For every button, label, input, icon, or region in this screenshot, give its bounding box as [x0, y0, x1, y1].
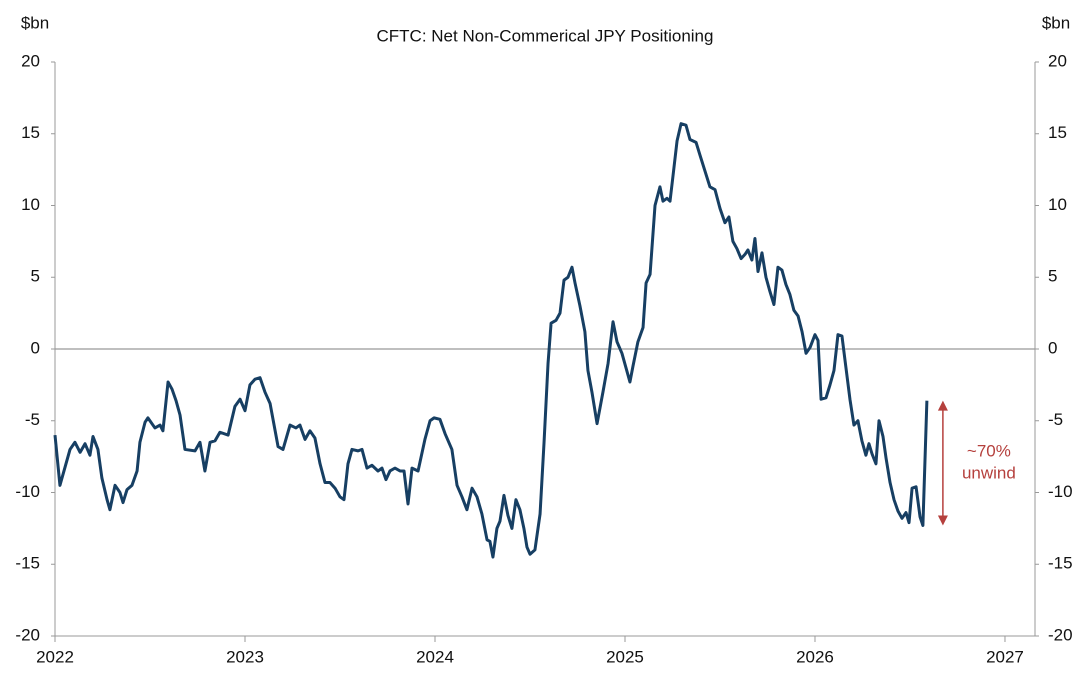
y-tick-label: 20: [21, 51, 40, 70]
x-tick-label: 2025: [606, 647, 644, 666]
y-axis-label: $bn: [21, 13, 49, 32]
y-tick-label: 10: [21, 195, 40, 214]
y2-tick-label: 0: [1048, 338, 1057, 357]
y2-tick-label: 15: [1048, 123, 1067, 142]
y2-axis-label: $bn: [1042, 13, 1070, 32]
y-tick-label: 15: [21, 123, 40, 142]
y-tick-label: -10: [15, 482, 40, 501]
y2-tick-label: 10: [1048, 195, 1067, 214]
y2-tick-label: -10: [1048, 482, 1073, 501]
y2-tick-label: -15: [1048, 554, 1073, 573]
x-tick-label: 2027: [986, 647, 1024, 666]
y-tick-label: 0: [31, 338, 40, 357]
y-tick-label: -5: [25, 410, 40, 429]
y-tick-label: -15: [15, 554, 40, 573]
y-tick-label: -20: [15, 625, 40, 644]
x-tick-label: 2022: [36, 647, 74, 666]
chart-title: CFTC: Net Non-Commerical JPY Positioning: [377, 26, 714, 45]
x-tick-label: 2024: [416, 647, 454, 666]
annotation-text: ~70%: [967, 442, 1011, 461]
annotation-text: unwind: [962, 464, 1016, 483]
y2-tick-label: 5: [1048, 267, 1057, 286]
y2-tick-label: -20: [1048, 625, 1073, 644]
annotation-arrowhead: [937, 515, 948, 526]
x-tick-label: 2026: [796, 647, 834, 666]
y-tick-label: 5: [31, 267, 40, 286]
y2-tick-label: -5: [1048, 410, 1063, 429]
x-tick-label: 2023: [226, 647, 264, 666]
annotation-arrowhead: [937, 400, 948, 411]
y2-tick-label: 20: [1048, 51, 1067, 70]
data-line: [53, 122, 929, 559]
